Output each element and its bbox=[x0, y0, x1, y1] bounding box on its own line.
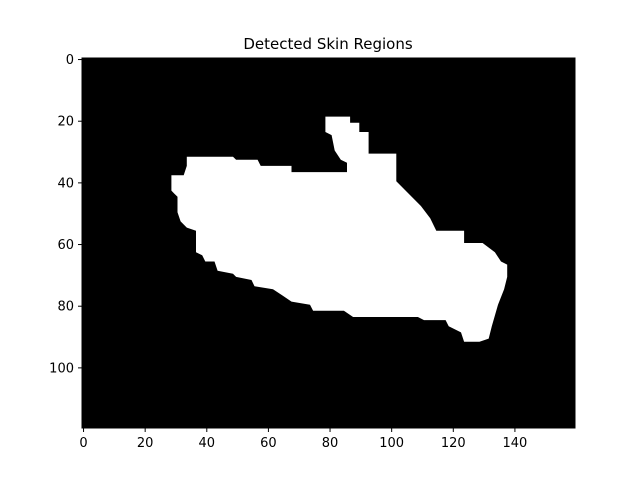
y-tick-label: 80 bbox=[57, 300, 74, 315]
x-tick-label: 40 bbox=[199, 436, 216, 451]
y-axis: 0 20 40 60 80 100 bbox=[49, 53, 82, 376]
plot-area bbox=[81, 57, 576, 429]
x-tick-label: 100 bbox=[379, 436, 404, 451]
chart-title: Detected Skin Regions bbox=[243, 35, 413, 53]
x-tick-label: 60 bbox=[260, 436, 277, 451]
plot-frame bbox=[81, 57, 576, 429]
x-tick-label: 140 bbox=[503, 436, 528, 451]
skin-region-mask bbox=[171, 116, 508, 342]
y-tick-label: 60 bbox=[57, 238, 74, 253]
y-tick-label: 20 bbox=[57, 115, 74, 130]
y-tick-label: 100 bbox=[49, 361, 74, 376]
x-tick-label: 80 bbox=[322, 436, 339, 451]
x-tick-label: 0 bbox=[79, 436, 87, 451]
y-tick-label: 0 bbox=[66, 53, 74, 68]
y-tick-label: 40 bbox=[57, 176, 74, 191]
x-tick-label: 120 bbox=[441, 436, 466, 451]
x-tick-label: 20 bbox=[137, 436, 154, 451]
x-axis: 0 20 40 60 80 100 120 140 bbox=[79, 428, 527, 451]
